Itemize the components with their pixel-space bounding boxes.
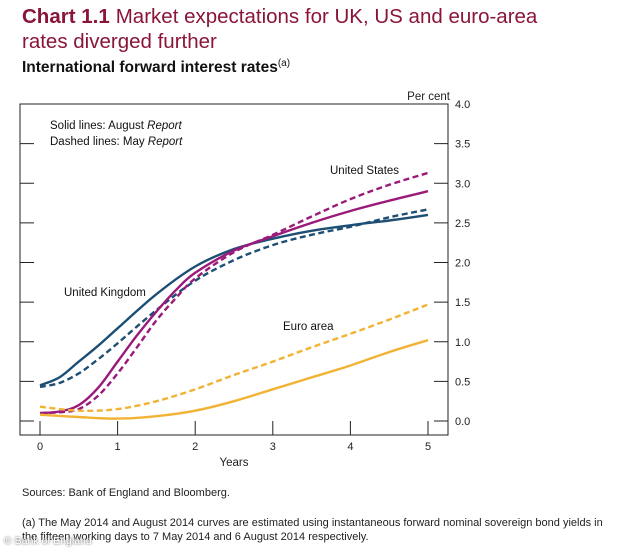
- legend-note-solid-italic: Report: [147, 120, 182, 132]
- series-line-uk-may: [39, 208, 429, 389]
- axis-ticks: 0.0 0.5 1.0 1.5 2.0 2.5 3.0 3.5 4.0 0 1 2 3 4 5: [20, 99, 470, 453]
- x-tick-label: 3: [270, 441, 276, 453]
- label-united-kingdom: United Kingdom: [64, 287, 146, 299]
- chart-title: Chart 1.1 Market expectations for UK, US …: [22, 4, 622, 54]
- plot-border: [19, 103, 449, 436]
- legend-note-dashed-italic: Report: [148, 136, 183, 148]
- x-tick-label: 2: [192, 441, 198, 453]
- x-tick-label: 5: [425, 441, 431, 453]
- series-line-us-aug: [39, 190, 429, 415]
- chart-title-line2: rates diverged further: [22, 30, 217, 53]
- y-tick-label: 0.5: [455, 376, 470, 388]
- legend-note-solid: Solid lines: August Report: [50, 120, 182, 132]
- chart-subtitle: International forward interest rates(a): [22, 58, 290, 77]
- label-euro-area: Euro area: [283, 321, 334, 333]
- series-lines: [39, 171, 429, 420]
- label-united-states: United States: [330, 165, 399, 177]
- y-tick-label: 4.0: [455, 99, 470, 111]
- sources-note: Sources: Bank of England and Bloomberg.: [22, 487, 230, 499]
- y-tick-label: 1.0: [455, 337, 470, 349]
- x-axis-title: Years: [220, 457, 249, 469]
- series-line-uk-aug: [39, 213, 429, 387]
- y-tick-label: 3.0: [455, 178, 470, 190]
- y-tick-label: 3.5: [455, 139, 470, 151]
- chart-labels: Per cent Years United Kingdom United Sta…: [50, 91, 451, 469]
- y-tick-label: 1.5: [455, 297, 470, 309]
- x-tick-label: 0: [37, 441, 43, 453]
- x-tick-label: 1: [115, 441, 121, 453]
- legend-note-dashed-prefix: Dashed lines: May: [50, 136, 148, 148]
- chart-subtitle-note: (a): [277, 58, 291, 69]
- y-tick-label: 0.0: [455, 416, 470, 428]
- series-line-euro-aug: [39, 339, 429, 420]
- y-axis-title: Per cent: [407, 91, 451, 103]
- y-tick-label: 2.0: [455, 258, 470, 270]
- plot-frame: [19, 103, 449, 436]
- legend-note-dashed: Dashed lines: May Report: [50, 136, 183, 148]
- watermark: © Bank of England: [4, 535, 92, 547]
- chart-title-line1: Market expectations for UK, US and euro-…: [115, 5, 538, 28]
- x-tick-label: 4: [347, 441, 353, 453]
- y-tick-label: 2.5: [455, 218, 470, 230]
- chart-number: Chart 1.1: [22, 5, 110, 28]
- chart-subtitle-text: International forward interest rates: [22, 59, 278, 76]
- legend-note-solid-prefix: Solid lines: August: [50, 120, 147, 132]
- footnote: (a) The May 2014 and August 2014 curves …: [22, 517, 603, 543]
- series-line-euro-may: [39, 303, 429, 413]
